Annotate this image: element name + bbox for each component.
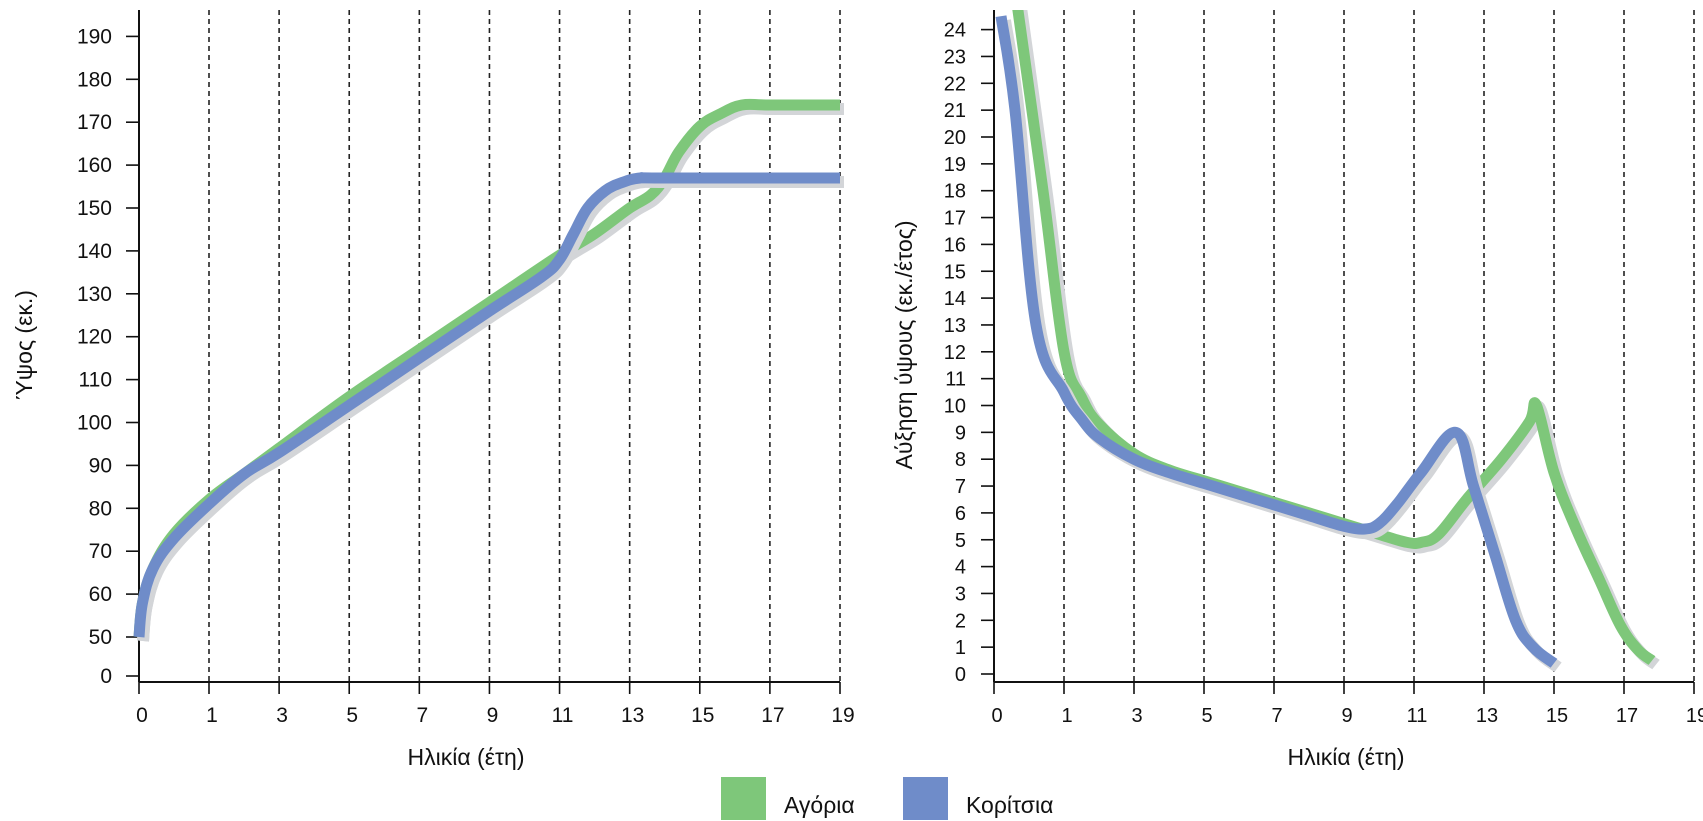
series-group [133, 98, 844, 642]
y-tick-label: 13 [944, 315, 966, 337]
series-shadow-girls [137, 175, 844, 642]
legend-swatch-girls [903, 777, 948, 820]
x-tick-label: 19 [831, 704, 854, 727]
y-tick-label: 5 [955, 530, 966, 552]
x-tick-label: 9 [487, 704, 499, 727]
y-tick-label: 8 [955, 449, 966, 471]
x-tick-label: 17 [761, 704, 784, 727]
legend-swatch-boys [721, 777, 766, 820]
x-tick-label: 1 [206, 704, 218, 727]
x-tick-label: 11 [1407, 705, 1428, 727]
y-tick-label: 2 [955, 610, 966, 632]
y-tick-label: 1 [955, 637, 966, 659]
y-tick-label: 20 [944, 127, 966, 149]
legend: Αγόρια Κορίτσια [721, 777, 1053, 820]
x-tick-label: 5 [1201, 705, 1212, 727]
x-tick-label: 1 [1061, 705, 1072, 727]
y-tick-label: 7 [955, 476, 966, 498]
y-tick-label: 17 [944, 208, 966, 230]
x-tick-label: 9 [1341, 705, 1352, 727]
x-tick-label: 5 [346, 704, 358, 727]
x-tick-label: 17 [1616, 705, 1638, 727]
series-shadow-boys [1015, 10, 1660, 670]
y-tick-label: 120 [77, 326, 112, 349]
y-tick-label: 160 [77, 154, 112, 177]
y-tick-label: 50 [89, 626, 112, 649]
y-tick-label: 110 [79, 369, 112, 392]
x-tick-label: 13 [621, 704, 644, 727]
series-shadow-boys [137, 102, 844, 642]
y-tick-label: 11 [945, 369, 966, 391]
x-tick-label: 0 [991, 705, 1002, 727]
y-tick-label: 9 [955, 422, 966, 444]
y-tick-label: 90 [89, 454, 112, 477]
y-tick-label: 19 [944, 154, 966, 176]
y-tick-label: 10 [944, 396, 966, 418]
growth-rate-chart: 0123456789101112131415161718192021222324… [891, 10, 1703, 770]
y-tick-label: 15 [944, 261, 966, 283]
legend-label-boys: Αγόρια [784, 792, 855, 818]
x-tick-label: 19 [1686, 705, 1703, 727]
x-tick-label: 3 [1131, 705, 1142, 727]
y-tick-label: 3 [955, 583, 966, 605]
y-tick-label: 150 [77, 197, 112, 220]
series-line-girls [133, 172, 840, 638]
series-line-girls [995, 15, 1558, 668]
series-line-boys [1012, 10, 1656, 666]
y-tick-label: 12 [944, 342, 966, 364]
y-tick-label: 24 [944, 20, 966, 42]
x-tick-label: 0 [136, 704, 148, 727]
y-tick-label: 180 [77, 68, 112, 91]
y-tick-label: 4 [955, 557, 966, 579]
x-tick-label: 15 [1546, 705, 1568, 727]
y-tick-label: 0 [100, 665, 112, 688]
x-tick-label: 15 [691, 704, 714, 727]
legend-label-girls: Κορίτσια [966, 792, 1053, 818]
x-axis-title: Ηλικία (έτη) [408, 744, 525, 770]
y-tick-label: 80 [89, 497, 112, 520]
y-tick-label: 190 [77, 25, 112, 48]
height-chart: 0506070809010011012013014015016017018019… [11, 10, 855, 770]
y-tick-label: 0 [955, 664, 966, 686]
y-tick-label: 23 [944, 46, 966, 68]
y-tick-label: 22 [944, 73, 966, 95]
x-tick-label: 13 [1476, 705, 1498, 727]
y-tick-label: 140 [77, 240, 112, 263]
x-tick-label: 7 [416, 704, 428, 727]
x-tick-label: 7 [1271, 705, 1282, 727]
x-axis-title: Ηλικία (έτη) [1288, 744, 1405, 770]
y-axis-title: Ύψος (εκ.) [11, 290, 37, 400]
y-axis-title: Αύξηση ύψους (εκ./έτος) [891, 221, 917, 470]
y-tick-label: 100 [77, 412, 112, 435]
y-tick-label: 16 [944, 234, 966, 256]
y-tick-label: 130 [77, 283, 112, 306]
y-tick-label: 14 [944, 288, 966, 310]
x-tick-label: 3 [276, 704, 288, 727]
series-group [995, 10, 1660, 673]
y-tick-label: 70 [89, 540, 112, 563]
y-tick-label: 170 [77, 111, 112, 134]
y-tick-label: 21 [944, 100, 966, 122]
y-tick-label: 6 [955, 503, 966, 525]
y-tick-label: 18 [944, 181, 966, 203]
series-shadow-girls [999, 19, 1562, 673]
x-tick-label: 11 [552, 704, 574, 727]
y-tick-label: 60 [89, 583, 112, 606]
